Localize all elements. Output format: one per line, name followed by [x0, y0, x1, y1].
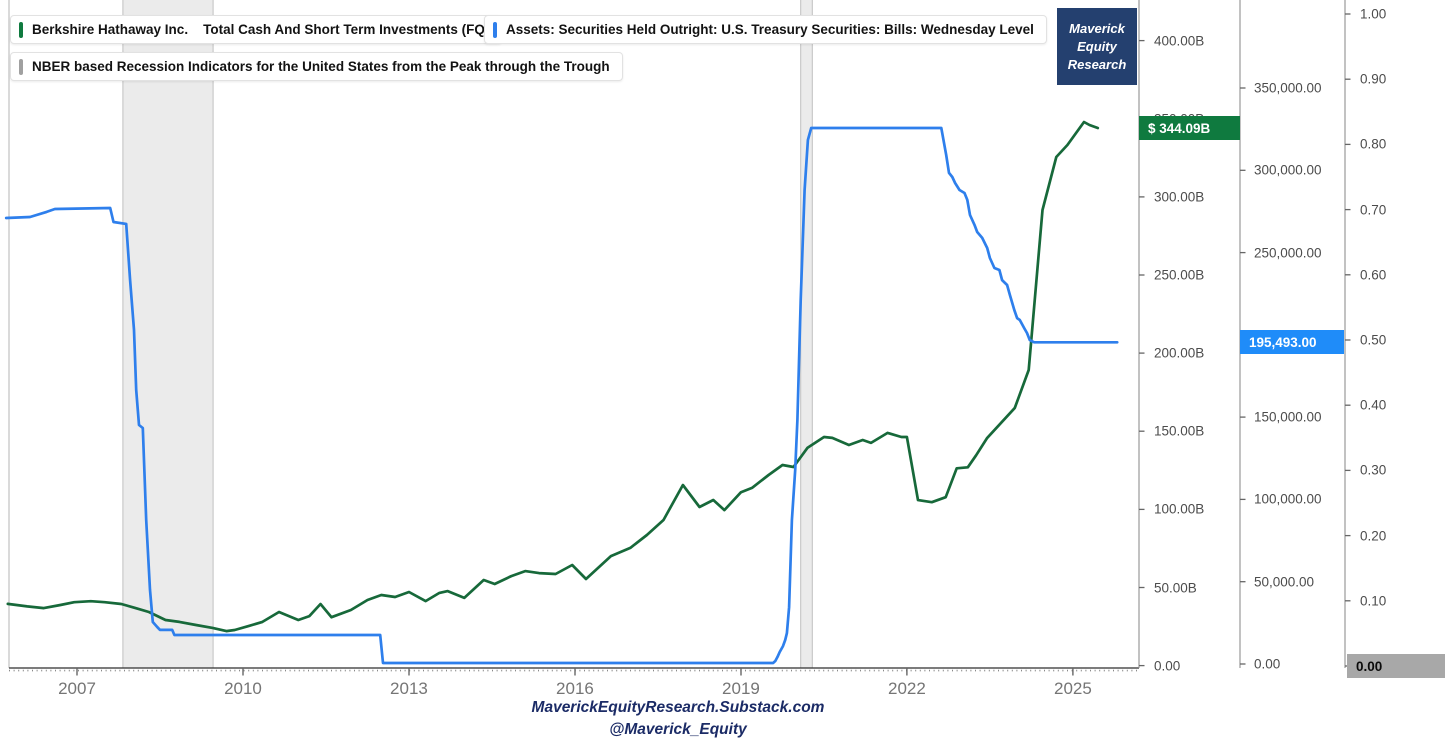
badge-line: Research — [1067, 56, 1127, 72]
series-line-berkshire-cash[interactable] — [6, 120, 1100, 633]
badge-line: Equity — [1077, 38, 1117, 54]
berkshire-last-value-label: $ 344.09B — [1139, 116, 1240, 140]
legend-berkshire-cash[interactable]: Berkshire Hathaway Inc. Total Cash And S… — [10, 15, 503, 44]
bills-last-value-label: 195,493.00 — [1240, 330, 1344, 354]
series-line-treasury-bills[interactable] — [4, 126, 1119, 665]
legend-series-label: Assets: Securities Held Outright: U.S. T… — [506, 22, 1034, 37]
legend-recession-label: NBER based Recession Indicators for the … — [32, 59, 610, 74]
legend-series-name: Berkshire Hathaway Inc. — [32, 22, 189, 37]
substack-url-text: MaverickEquityResearch.Substack.com — [531, 699, 825, 716]
recession-band — [800, 0, 813, 668]
recession-band — [122, 0, 214, 668]
blue-series-color-bar — [493, 21, 497, 38]
recession-last-value-label: 0.00 — [1347, 654, 1445, 678]
maverick-equity-research-badge: Maverick Equity Research — [1057, 8, 1137, 85]
legend-treasury-bills[interactable]: Assets: Securities Held Outright: U.S. T… — [484, 15, 1047, 44]
twitter-handle-text: @Maverick_Equity — [609, 721, 747, 738]
badge-line: Maverick — [1069, 20, 1125, 36]
legend-nber-recession[interactable]: NBER based Recession Indicators for the … — [10, 52, 623, 81]
gray-series-color-bar — [19, 58, 23, 75]
legend-series-desc: Total Cash And Short Term Investments (F… — [203, 22, 490, 37]
green-series-color-bar — [19, 21, 23, 38]
